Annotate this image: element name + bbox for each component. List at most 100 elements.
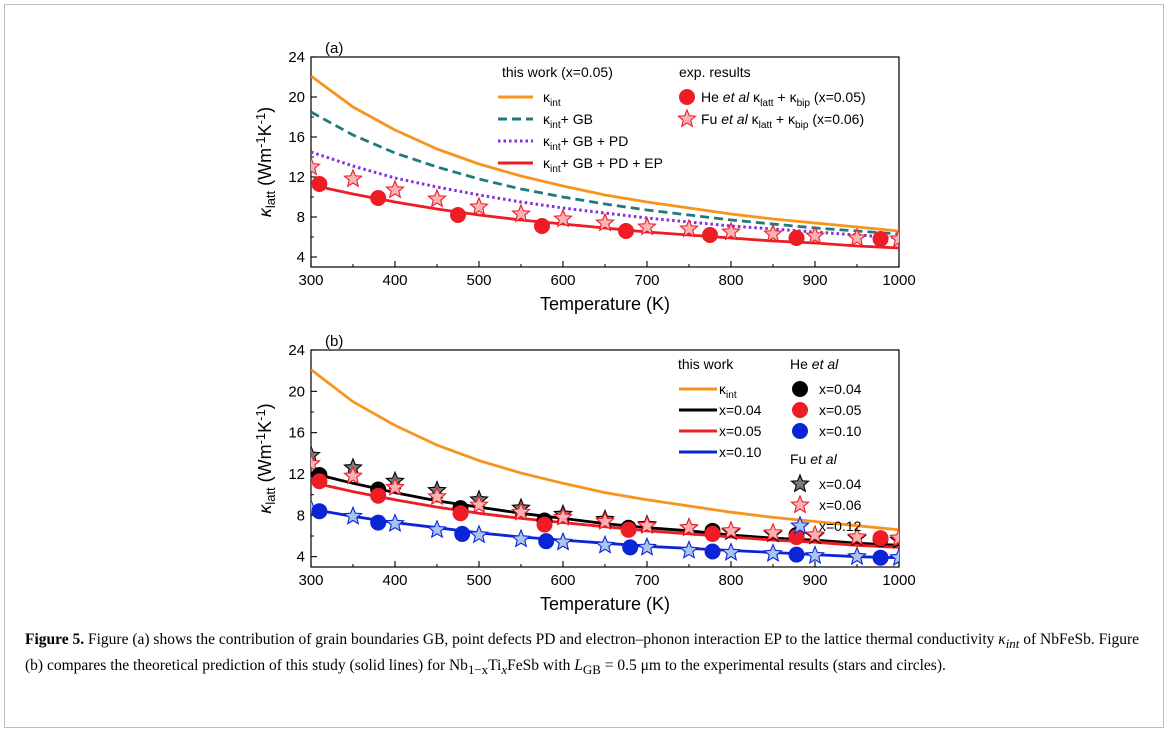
- y-tick-label: 24: [288, 49, 305, 66]
- legend-label: x=0.04: [819, 381, 862, 397]
- x-axis-label: Temperature (K): [540, 594, 670, 614]
- data-point: [637, 515, 657, 535]
- x-tick-label: 400: [382, 572, 407, 589]
- y-tick-label: 8: [297, 507, 305, 524]
- y-tick-label: 12: [288, 169, 305, 186]
- legend-label: x=0.10: [719, 444, 762, 460]
- figure-caption: Figure 5. Figure (a) shows the contribut…: [25, 629, 1155, 681]
- data-point: [889, 228, 899, 248]
- legend: this work (x=0.05) exp. results κint κint+ …: [498, 64, 866, 175]
- data-point: [595, 511, 615, 530]
- x-tick-label: 900: [802, 572, 827, 589]
- data-point: [872, 231, 889, 247]
- data-point: [702, 227, 718, 243]
- x-tick-label: 800: [718, 572, 743, 589]
- x-tick-label: 400: [382, 272, 407, 289]
- data-point: [805, 524, 825, 544]
- y-axis-label: κlatt (Wm-1K-1): [253, 107, 278, 217]
- data-point: [637, 536, 657, 556]
- data-point: [872, 530, 889, 547]
- caption-lgb: L: [574, 657, 583, 675]
- data-point: [847, 526, 867, 546]
- y-tick-label: 4: [297, 549, 305, 566]
- y-tick-label: 16: [288, 129, 305, 146]
- legend-marker: [792, 381, 808, 397]
- data-point: [805, 545, 825, 565]
- caption-kint-sub: int: [1005, 636, 1020, 652]
- data-point: [385, 513, 405, 533]
- data-point: [311, 176, 328, 192]
- caption-nb-sub: 1−x: [467, 662, 489, 678]
- data-point: [452, 505, 469, 522]
- data-point: [805, 225, 825, 245]
- legend-marker: [792, 423, 808, 439]
- data-point: [553, 531, 573, 551]
- data-point: [721, 542, 741, 561]
- data-point: [370, 487, 387, 504]
- series-line: [311, 368, 899, 532]
- data-point: [469, 196, 489, 216]
- data-point: [679, 540, 699, 559]
- data-point: [385, 476, 405, 496]
- panel-label: (b): [325, 333, 343, 350]
- x-tick-label: 300: [298, 272, 323, 289]
- data-point: [343, 168, 363, 188]
- data-point: [343, 465, 363, 485]
- data-point: [704, 543, 721, 560]
- y-tick-label: 16: [288, 425, 305, 442]
- data-point: [450, 207, 466, 223]
- legend-label: He et al κlatt + κbip (x=0.05): [701, 89, 866, 109]
- legend-marker: [790, 515, 810, 535]
- data-point: [618, 223, 634, 239]
- series-line: [311, 110, 899, 236]
- data-point: [637, 216, 657, 236]
- data-point: [788, 230, 805, 246]
- y-axis-label-group: κlatt (Wm-1K-1): [253, 403, 278, 513]
- data-point: [763, 543, 783, 563]
- x-tick-label: 700: [634, 572, 659, 589]
- panel-b: 300 400 500 600 700 800 900 1000 4 8 12 16 20 24 Tempe…: [253, 333, 916, 614]
- legend-header: exp. results: [679, 64, 751, 80]
- y-tick-label: 20: [288, 383, 305, 400]
- data-point: [622, 539, 639, 556]
- data-point: [553, 208, 573, 228]
- figure-svg: 300 400 500 600 700 800 900 1000 4 8 12 16 20 24 Tempe…: [253, 40, 916, 614]
- legend-label: κint+ GB + PD: [543, 133, 628, 153]
- legend-header: this work: [678, 356, 734, 372]
- data-point: [343, 505, 363, 525]
- caption-part3: FeSb with: [507, 657, 575, 675]
- x-tick-label: 600: [550, 572, 575, 589]
- data-point: [311, 473, 328, 490]
- data-layer: [311, 368, 899, 567]
- data-point: [763, 223, 783, 243]
- data-point: [595, 212, 615, 232]
- panel-label: (a): [325, 40, 343, 57]
- data-point: [595, 534, 615, 554]
- x-tick-label: 1000: [882, 272, 915, 289]
- y-tick-label: 20: [288, 89, 305, 106]
- legend-marker: [790, 494, 810, 514]
- data-point: [311, 453, 321, 473]
- legend-label: κint: [719, 381, 737, 401]
- caption-kint: κ: [998, 631, 1006, 648]
- x-tick-label: 300: [298, 572, 323, 589]
- legend-marker: [679, 89, 695, 105]
- y-tick-label: 24: [288, 342, 305, 359]
- panel-a: 300 400 500 600 700 800 900 1000 4 8 12 16 20 24 Tempe…: [253, 40, 916, 314]
- data-point: [847, 227, 867, 247]
- legend-header: this work (x=0.05): [502, 64, 613, 80]
- x-tick-label: 500: [466, 572, 491, 589]
- legend-label: x=0.06: [819, 497, 862, 513]
- x-tick-label: 500: [466, 272, 491, 289]
- legend-label: x=0.05: [719, 423, 762, 439]
- x-tick-label: 1000: [882, 572, 915, 589]
- data-point: [763, 522, 783, 542]
- data-point: [704, 525, 721, 542]
- y-tick-label: 8: [297, 209, 305, 226]
- data-point: [311, 503, 328, 520]
- data-point: [469, 524, 489, 544]
- data-point: [427, 188, 447, 208]
- x-tick-label: 800: [718, 272, 743, 289]
- data-point: [679, 218, 699, 238]
